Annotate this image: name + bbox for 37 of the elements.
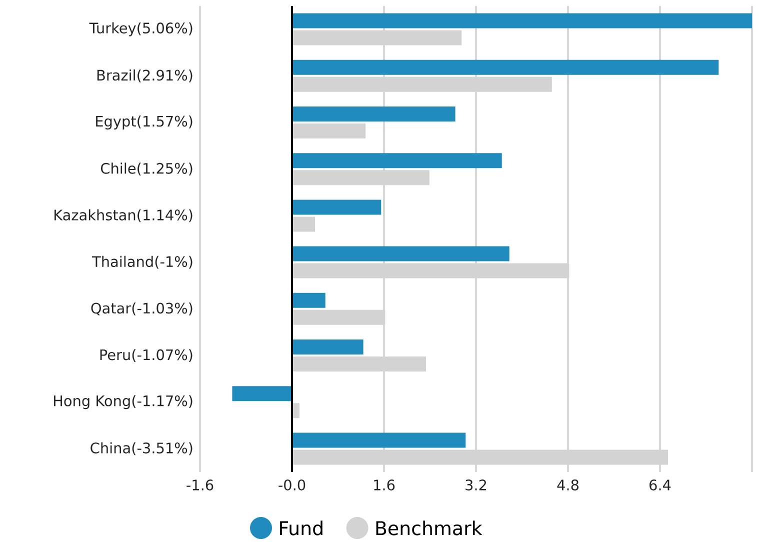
x-tick-label: -1.6 <box>186 480 214 490</box>
bar <box>292 340 364 355</box>
bar <box>232 386 292 402</box>
y-tick-label: Peru(-1.07%) <box>100 349 192 362</box>
bar <box>292 200 382 215</box>
x-tick-label: 6.4 <box>650 480 671 490</box>
x-tick-label: 3.2 <box>466 480 486 490</box>
bar <box>292 246 510 262</box>
y-tick-label: Kazakhstan(1.14%) <box>54 209 192 222</box>
y-tick-label: Qatar(-1.03%) <box>91 302 192 316</box>
y-tick-label: Brazil(2.91%) <box>97 69 192 82</box>
bar <box>292 432 466 448</box>
bar <box>292 292 326 308</box>
y-tick-label: Chile(1.25%) <box>100 162 192 176</box>
bar <box>292 106 456 122</box>
y-tick-label: China(-3.51%) <box>90 442 192 456</box>
bar <box>292 170 430 186</box>
x-tick-label: 1.6 <box>374 480 395 490</box>
bar <box>292 216 315 232</box>
bar <box>292 153 502 168</box>
bar <box>292 310 386 325</box>
bar <box>292 263 570 278</box>
bar <box>292 450 668 465</box>
x-tick-label: -0.0 <box>278 480 306 490</box>
legend-label: Fund <box>280 520 322 536</box>
bar <box>292 60 719 75</box>
x-tick-label: 4.8 <box>557 480 578 490</box>
bar <box>292 356 426 372</box>
bar <box>292 13 752 28</box>
y-tick-label: Turkey(5.06%) <box>89 22 192 36</box>
bar <box>292 30 462 46</box>
y-tick-label: Hong Kong(-1.17%) <box>54 395 192 410</box>
legend-label: Benchmark <box>376 520 482 536</box>
bar <box>292 76 552 92</box>
bar <box>292 124 366 139</box>
y-tick-label: Thailand(-1%) <box>92 256 192 269</box>
y-tick-label: Egypt(1.57%) <box>96 116 192 130</box>
